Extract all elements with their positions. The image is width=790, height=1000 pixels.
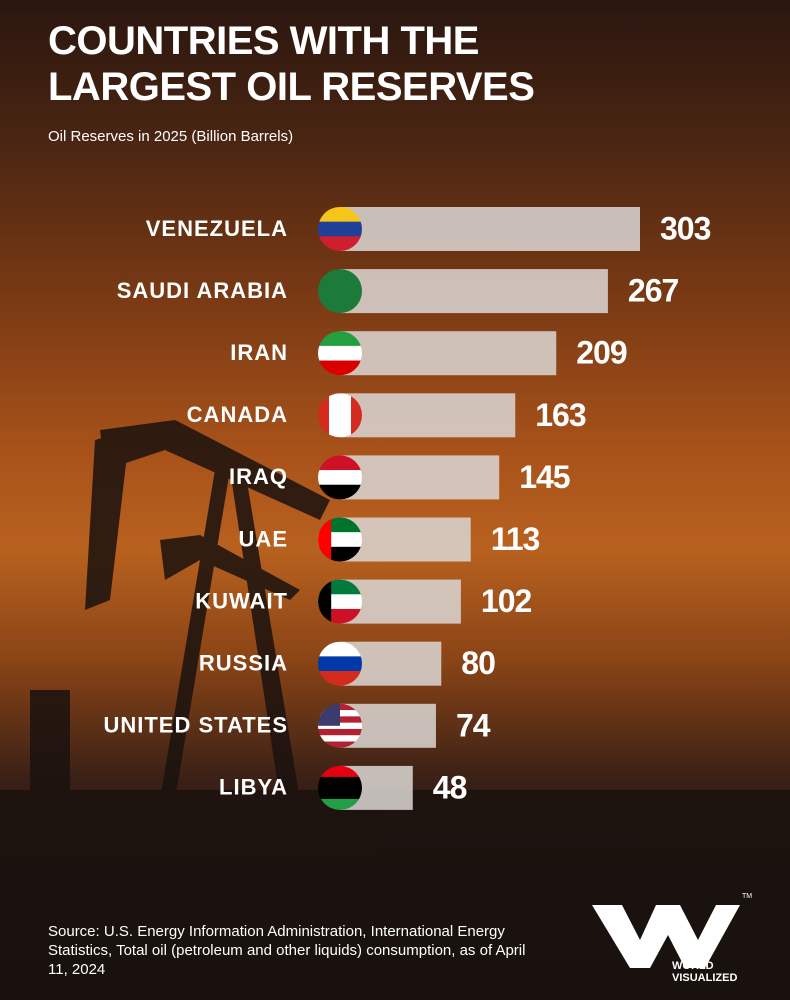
value-label: 163 <box>535 397 586 433</box>
flag-stripe <box>318 221 362 237</box>
flag-stripe <box>318 787 362 800</box>
flag <box>318 517 362 562</box>
category-label: RUSSIA <box>199 651 288 676</box>
flag-stripe <box>318 776 362 789</box>
value-label: 267 <box>628 273 679 309</box>
value-label: 209 <box>576 335 627 371</box>
category-label: UNITED STATES <box>103 713 288 738</box>
flag-stripe <box>318 345 362 362</box>
flag-stripe <box>318 470 362 486</box>
category-label: UAE <box>239 526 288 551</box>
bar <box>340 455 500 500</box>
flag-stripe <box>318 236 362 251</box>
value-label: 113 <box>491 521 540 557</box>
flag <box>318 641 362 686</box>
flag <box>318 455 362 500</box>
category-label: KUWAIT <box>195 588 288 613</box>
category-label: IRAN <box>230 340 288 365</box>
brand-mark: TM <box>742 893 752 900</box>
flag-stripe <box>318 671 362 686</box>
flag-stripe <box>318 798 362 810</box>
logo-mark <box>592 905 740 968</box>
flag-band <box>318 517 332 562</box>
flag <box>318 393 362 438</box>
flag-stripe <box>318 741 362 748</box>
flag <box>318 765 362 810</box>
flag-stripe <box>318 735 362 743</box>
category-label: LIBYA <box>219 775 288 800</box>
flag-stripe <box>318 455 362 471</box>
value-label: 145 <box>519 459 570 495</box>
value-label: 80 <box>461 645 495 681</box>
value-label: 74 <box>456 707 491 743</box>
flag-stripe <box>318 656 362 672</box>
flag-stripe <box>318 765 362 778</box>
flag-stripe <box>329 393 341 438</box>
value-label: 48 <box>433 769 467 805</box>
flag-stripe <box>318 641 362 657</box>
chart-title: COUNTRIES WITH THE LARGEST OIL RESERVES <box>48 19 535 109</box>
flag <box>318 331 362 376</box>
flag <box>318 207 362 251</box>
flag-band <box>318 579 332 624</box>
pumpjack-silhouette <box>0 420 790 1000</box>
brand-name: WORLD VISUALIZED <box>672 960 738 984</box>
value-label: 303 <box>660 210 711 246</box>
flag-stripe <box>351 393 362 438</box>
flag-stripe <box>340 393 352 438</box>
chart-subtitle: Oil Reserves in 2025 (Billion Barrels) <box>48 128 294 145</box>
category-label: VENEZUELA <box>146 216 288 241</box>
bar <box>340 331 557 376</box>
flag-stripe <box>318 207 362 223</box>
flag-stripe <box>318 722 362 730</box>
flag-canton <box>318 703 340 726</box>
logo: TM <box>592 893 752 968</box>
flag <box>318 269 362 314</box>
category-label: IRAQ <box>229 464 288 489</box>
flag-stripe <box>318 331 362 347</box>
flag <box>318 579 362 624</box>
bar <box>340 269 608 314</box>
category-label: SAUDI ARABIA <box>117 278 288 303</box>
flag-stripe <box>318 484 362 500</box>
bar <box>340 207 640 251</box>
flag-stripe <box>318 393 330 438</box>
category-label: CANADA <box>187 402 288 427</box>
flag-stripe <box>318 269 362 314</box>
source-note: Source: U.S. Energy Information Administ… <box>48 923 526 978</box>
value-label: 102 <box>481 583 532 619</box>
bar <box>340 393 516 438</box>
flag-stripe <box>318 360 362 376</box>
flag-stripe <box>318 728 362 736</box>
